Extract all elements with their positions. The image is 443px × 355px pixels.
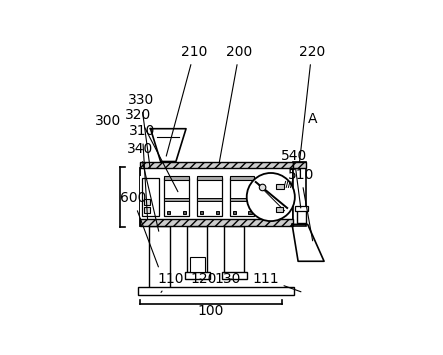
Bar [260, 178, 271, 216]
Bar [167, 211, 170, 214]
Text: 300: 300 [95, 114, 121, 127]
Bar [260, 176, 271, 180]
Text: 320: 320 [125, 108, 178, 192]
Bar [140, 176, 292, 218]
Bar [293, 162, 306, 226]
Bar [138, 287, 294, 295]
Bar [197, 176, 222, 180]
Bar [200, 211, 203, 214]
Bar [190, 257, 205, 272]
Bar [185, 272, 210, 279]
Text: 100: 100 [198, 304, 224, 318]
Text: 310: 310 [129, 125, 155, 219]
Bar [187, 226, 207, 275]
Bar [197, 198, 222, 201]
Bar [276, 184, 284, 189]
Text: 111: 111 [252, 272, 301, 292]
Bar [264, 211, 267, 214]
Bar [295, 206, 308, 211]
Text: 600: 600 [120, 191, 159, 267]
Bar [276, 207, 283, 212]
Bar [260, 198, 271, 201]
Bar [183, 211, 186, 214]
Text: 200: 200 [219, 45, 253, 162]
Text: 510: 510 [288, 168, 314, 241]
Text: 110: 110 [158, 272, 184, 293]
Bar [197, 178, 222, 216]
Bar [297, 208, 306, 223]
Text: 340: 340 [126, 142, 159, 231]
Bar [142, 178, 159, 216]
Text: A: A [308, 112, 317, 126]
Bar [216, 211, 219, 214]
Bar [149, 226, 170, 294]
Text: 210: 210 [166, 45, 207, 156]
Bar [222, 272, 247, 279]
Bar [144, 199, 150, 205]
Bar [293, 162, 306, 168]
Bar [230, 178, 254, 216]
Bar [164, 198, 189, 201]
Bar [140, 168, 293, 226]
Bar [164, 178, 189, 216]
Text: 330: 330 [128, 93, 154, 168]
Bar [144, 207, 150, 213]
Bar [140, 162, 293, 168]
Text: 220: 220 [299, 45, 325, 162]
Bar [164, 176, 189, 180]
Bar [233, 211, 236, 214]
Text: 120: 120 [190, 272, 217, 286]
Bar [140, 219, 293, 226]
Text: 540: 540 [281, 149, 307, 208]
Circle shape [259, 184, 266, 191]
Bar [230, 198, 254, 201]
Bar [230, 176, 254, 180]
Circle shape [247, 173, 295, 221]
Bar [224, 226, 244, 275]
Text: 130: 130 [215, 272, 241, 286]
Bar [249, 211, 252, 214]
